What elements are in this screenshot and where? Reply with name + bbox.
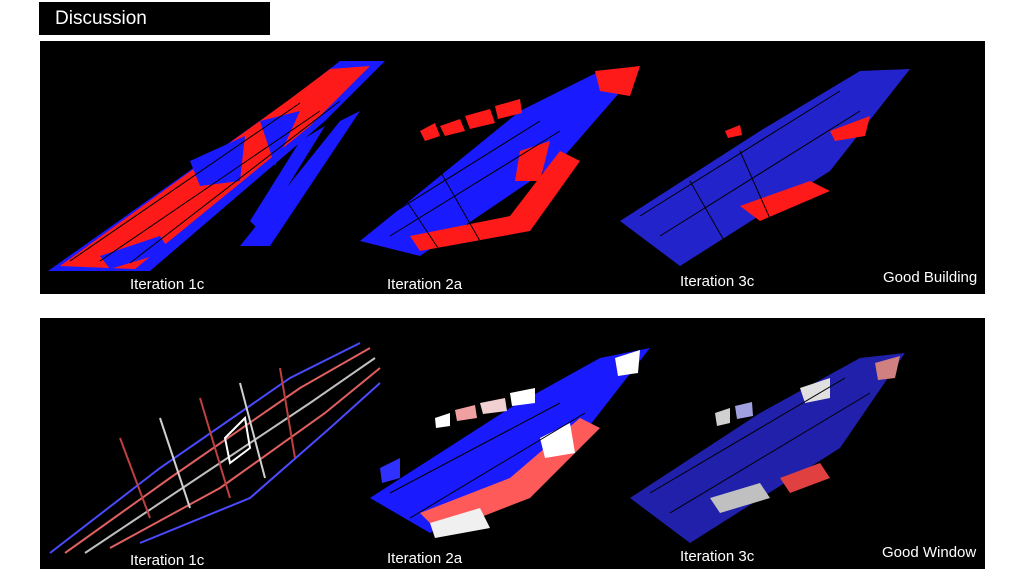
label-iteration-1c-window: Iteration 1c: [130, 552, 205, 569]
label-iteration-2a: Iteration 2a: [387, 276, 463, 293]
render-building-iteration-1c: [48, 61, 385, 271]
render-building-iteration-3c: [620, 69, 910, 266]
slide-title: Discussion: [39, 2, 270, 35]
render-window-iteration-2a: [370, 348, 650, 538]
good-window-renders: [49, 342, 905, 554]
label-iteration-3c: Iteration 3c: [680, 273, 755, 290]
render-building-iteration-2a: [360, 66, 640, 256]
label-iteration-2a-window: Iteration 2a: [387, 550, 463, 567]
good-building-panel: Iteration 1c Iteration 2a Iteration 3c G…: [40, 41, 985, 294]
label-iteration-1c: Iteration 1c: [130, 276, 205, 293]
label-good-window: Good Window: [882, 544, 977, 561]
label-iteration-3c-window: Iteration 3c: [680, 548, 755, 565]
good-window-panel: Iteration 1c Iteration 2a Iteration 3c G…: [40, 318, 985, 569]
render-window-iteration-1c: [49, 342, 381, 554]
label-good-building: Good Building: [883, 269, 978, 286]
good-building-renders: [48, 61, 910, 271]
render-window-iteration-3c: [630, 353, 905, 543]
